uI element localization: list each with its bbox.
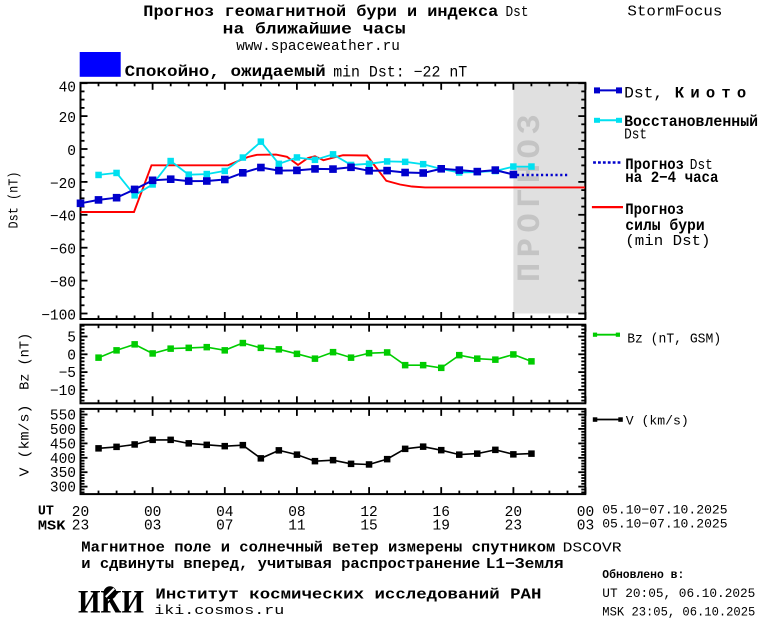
svg-text:500: 500 — [50, 423, 76, 439]
svg-text:StormFocus: StormFocus — [627, 4, 722, 21]
svg-text:−5: −5 — [59, 366, 76, 382]
svg-text:DSCOVR: DSCOVR — [563, 541, 623, 557]
svg-text:Институт космических исследова: Институт космических исследований РАН — [155, 587, 541, 603]
svg-text:19: 19 — [433, 519, 450, 535]
svg-text:300: 300 — [50, 481, 76, 497]
svg-text:16: 16 — [433, 505, 450, 521]
svg-text:на 2−4 часа: на 2−4 часа — [625, 169, 718, 187]
svg-text:−10: −10 — [50, 384, 76, 400]
svg-text:20: 20 — [505, 505, 522, 521]
svg-text:Прогноз: Прогноз — [625, 156, 684, 174]
svg-text:11: 11 — [288, 519, 305, 535]
svg-text:−100: −100 — [41, 308, 76, 324]
svg-text:0: 0 — [67, 144, 76, 160]
svg-text:Bz (nT, GSM): Bz (nT, GSM) — [627, 333, 721, 348]
svg-text:Магнитное поле и солнечный вет: Магнитное поле и солнечный ветер измерен… — [81, 541, 555, 557]
svg-text:05.10−07.10.2025: 05.10−07.10.2025 — [602, 503, 727, 518]
svg-text:23: 23 — [505, 519, 522, 535]
svg-text:и сдвинуты вперед, учитывая ра: и сдвинуты вперед, учитывая распростране… — [81, 557, 480, 573]
svg-text:iki.cosmos.ru: iki.cosmos.ru — [154, 603, 284, 618]
svg-text:400: 400 — [50, 452, 76, 468]
svg-text:UT 20:05, 06.10.2025: UT 20:05, 06.10.2025 — [602, 587, 755, 601]
svg-text:20: 20 — [72, 505, 89, 521]
svg-text:на ближайшие часы: на ближайшие часы — [223, 21, 406, 39]
svg-text:450: 450 — [50, 437, 76, 453]
svg-text:L1−Земля: L1−Земля — [486, 557, 564, 573]
svg-text:ПРОГНОЗ: ПРОГНОЗ — [512, 109, 549, 282]
svg-text:07: 07 — [216, 519, 233, 535]
svg-text:12: 12 — [360, 505, 377, 521]
svg-text:04: 04 — [216, 505, 233, 521]
svg-text:MSK: MSK — [38, 520, 67, 535]
svg-text:Dst: Dst — [506, 4, 529, 21]
svg-text:Dst (nT): Dst (nT) — [7, 172, 23, 229]
svg-text:Спокойно, ожидаемый: Спокойно, ожидаемый — [125, 63, 326, 81]
svg-text:08: 08 — [288, 505, 305, 521]
svg-text:Dst: Dst — [624, 127, 647, 144]
svg-text:Обновлено в:: Обновлено в: — [602, 567, 684, 582]
svg-text:UT: UT — [38, 505, 54, 520]
svg-text:www.spaceweather.ru: www.spaceweather.ru — [236, 38, 399, 55]
svg-text:min Dst: −22 nT: min Dst: −22 nT — [333, 64, 467, 82]
svg-text:−60: −60 — [50, 243, 76, 259]
svg-text:(min Dst): (min Dst) — [625, 234, 710, 250]
svg-text:5: 5 — [67, 331, 76, 347]
svg-text:00: 00 — [577, 505, 594, 521]
svg-text:Восстановленный: Восстановленный — [624, 113, 758, 131]
svg-text:03: 03 — [144, 519, 161, 535]
svg-text:350: 350 — [50, 466, 76, 482]
svg-text:−80: −80 — [50, 276, 76, 292]
svg-text:Прогноз геомагнитной бури и ин: Прогноз геомагнитной бури и индекса — [143, 3, 498, 21]
svg-text:03: 03 — [577, 519, 594, 535]
svg-text:Bz (nT): Bz (nT) — [17, 333, 33, 390]
svg-text:40: 40 — [59, 81, 76, 97]
svg-text:0: 0 — [67, 348, 76, 364]
svg-text:Прогноз: Прогноз — [625, 201, 684, 219]
svg-text:−20: −20 — [50, 177, 76, 193]
svg-text:силы бури: силы бури — [625, 217, 704, 235]
svg-text:V (km/s): V (km/s) — [17, 405, 33, 477]
svg-text:−40: −40 — [50, 210, 76, 226]
svg-text:MSK 23:05, 06.10.2025: MSK 23:05, 06.10.2025 — [602, 606, 755, 620]
svg-text:550: 550 — [50, 409, 76, 425]
svg-text:Dst,: Dst, — [624, 84, 663, 102]
svg-text:Dst: Dst — [690, 158, 713, 174]
svg-text:15: 15 — [360, 519, 377, 535]
svg-text:05.10−07.10.2025: 05.10−07.10.2025 — [602, 516, 727, 531]
svg-text:23: 23 — [72, 519, 89, 535]
svg-text:Киото: Киото — [675, 84, 746, 102]
svg-text:20: 20 — [59, 111, 76, 127]
svg-text:00: 00 — [144, 505, 161, 521]
svg-text:V (km/s): V (km/s) — [626, 414, 689, 429]
